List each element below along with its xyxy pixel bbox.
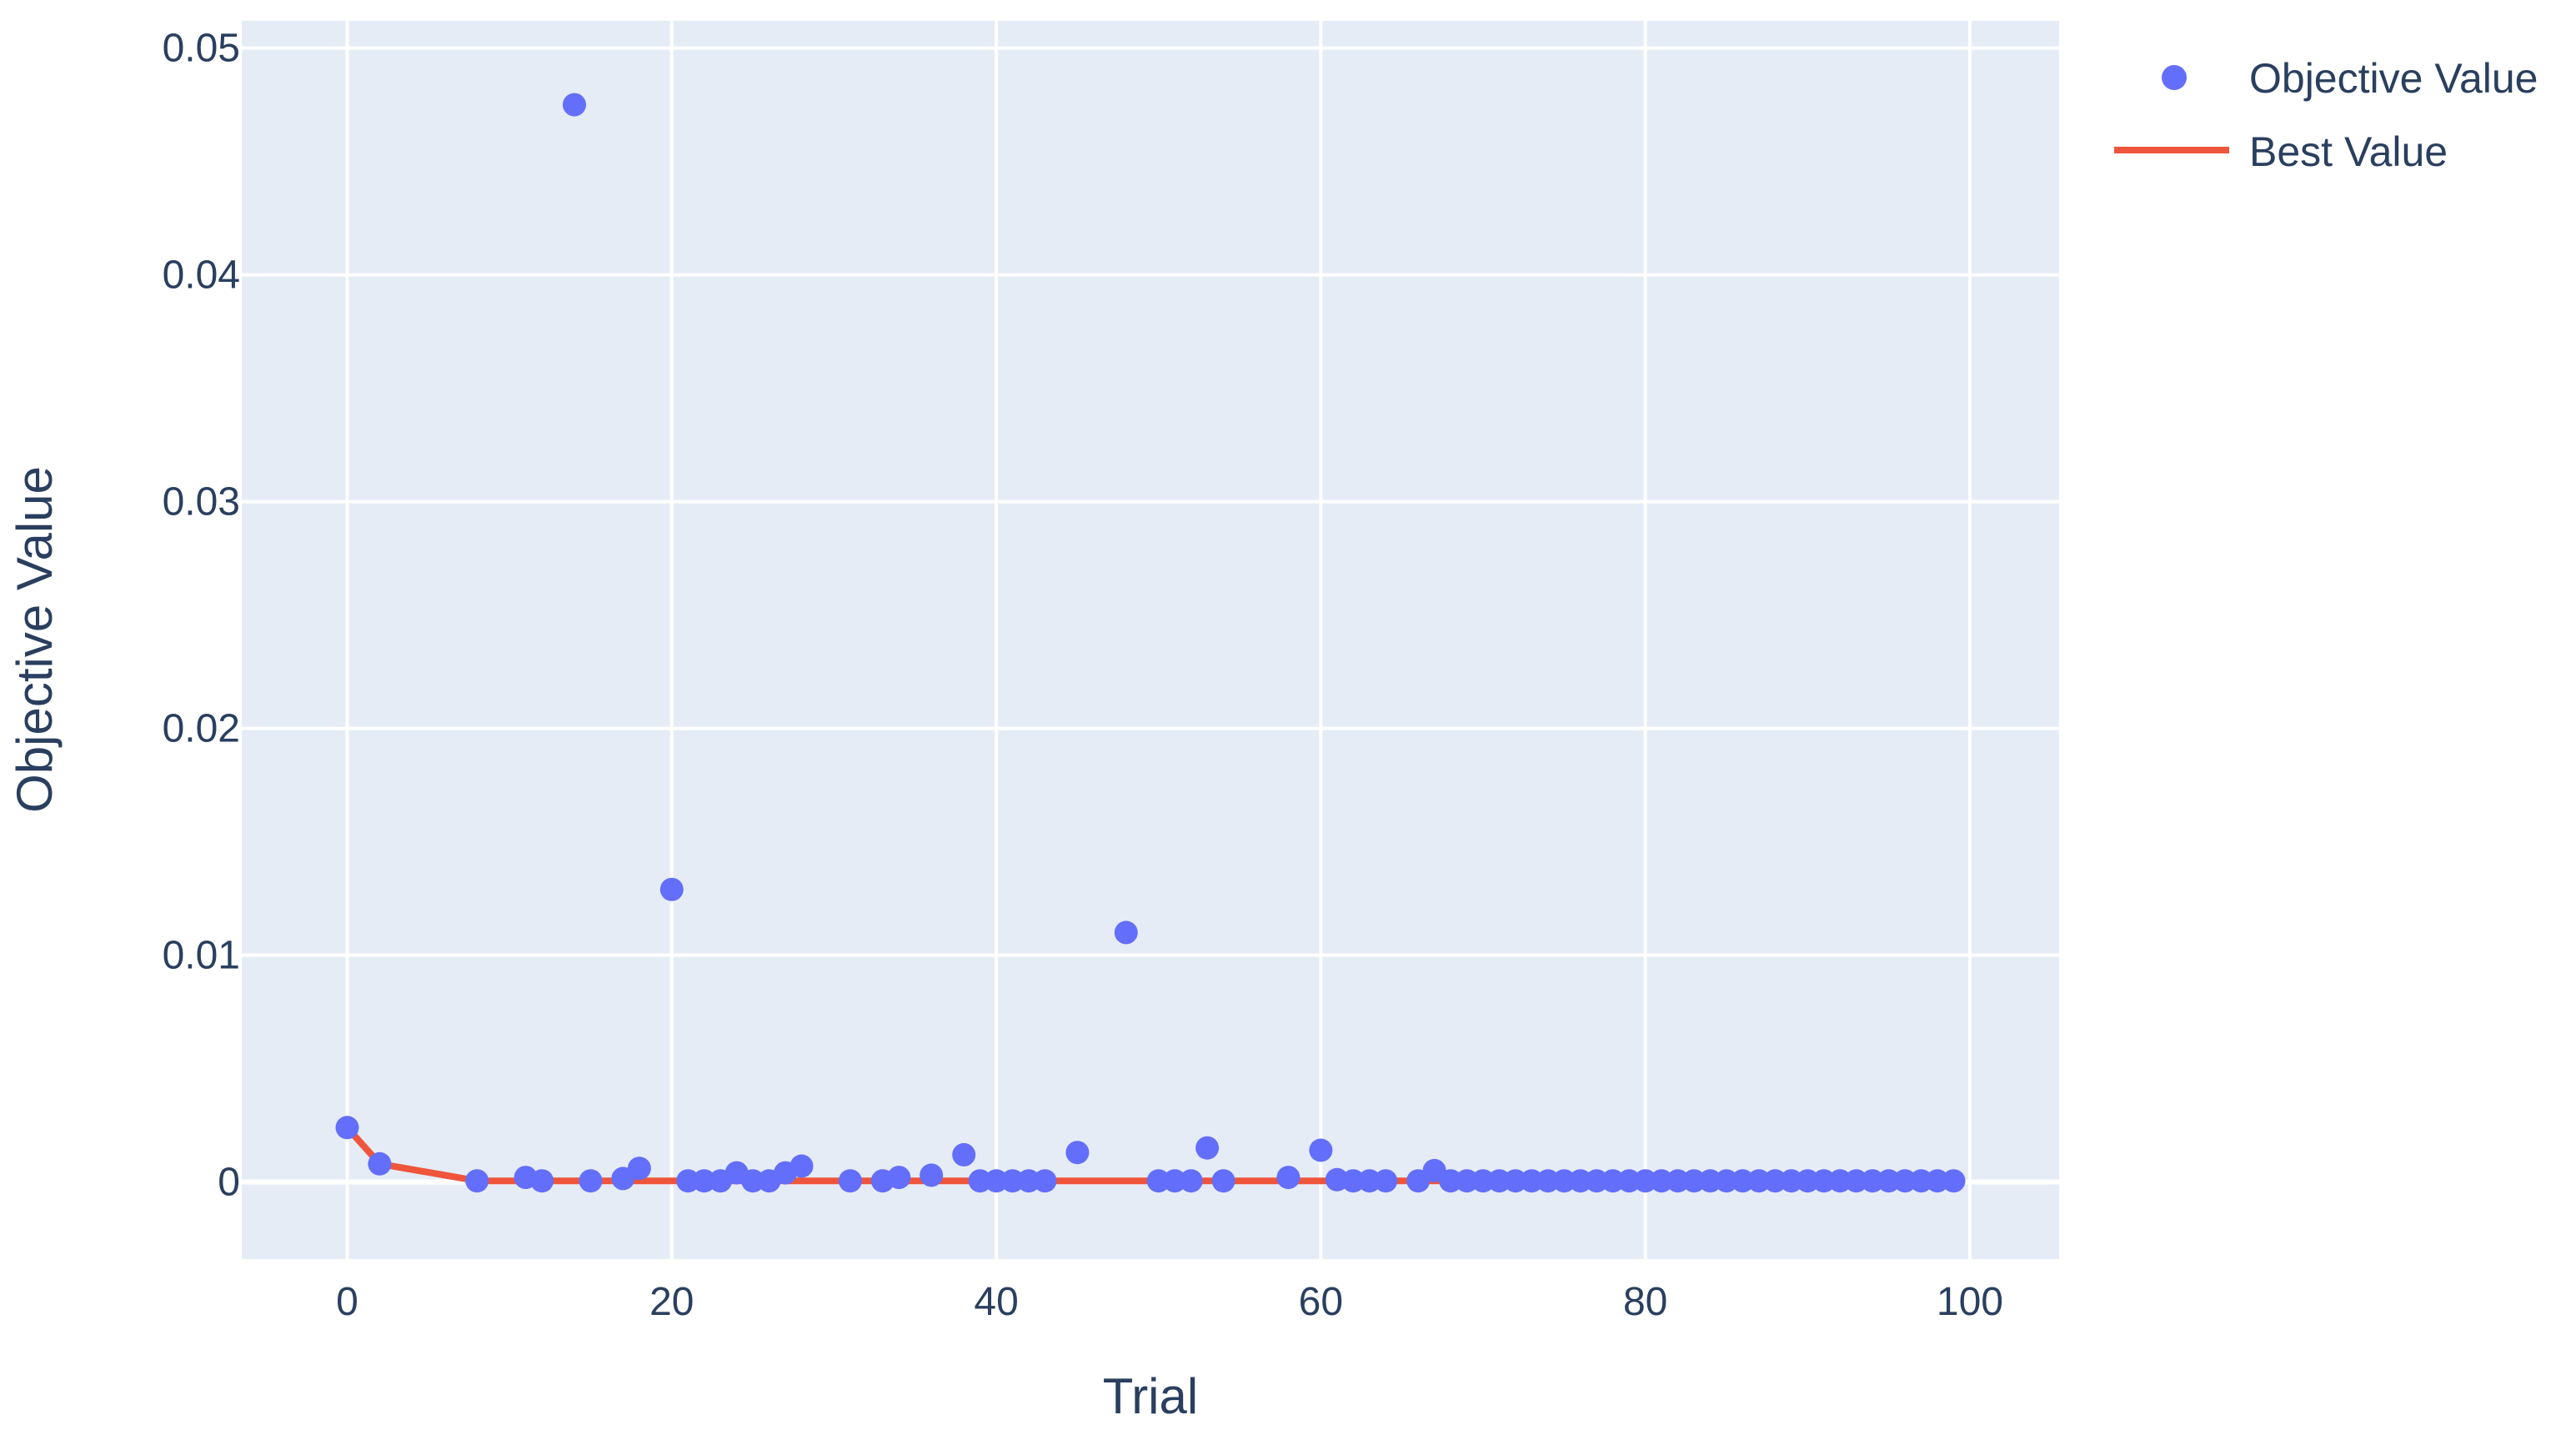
x-axis-ticks: 0 20 40 60 80 100 — [336, 1280, 2003, 1324]
objective-point[interactable] — [692, 1169, 716, 1193]
objective-point[interactable] — [465, 1169, 489, 1193]
objective-point[interactable] — [985, 1169, 1009, 1193]
objective-point[interactable] — [1471, 1169, 1495, 1193]
objective-point[interactable] — [1763, 1169, 1787, 1193]
x-tick-label: 0 — [336, 1280, 358, 1324]
objective-point[interactable] — [1747, 1169, 1771, 1193]
objective-point[interactable] — [368, 1152, 392, 1176]
objective-point[interactable] — [1341, 1169, 1366, 1193]
objective-point[interactable] — [659, 877, 684, 901]
objective-point[interactable] — [1487, 1169, 1511, 1193]
objective-point[interactable] — [1455, 1169, 1479, 1193]
legend-best-label: Best Value — [2249, 128, 2448, 175]
objective-point[interactable] — [1796, 1169, 1820, 1193]
objective-point[interactable] — [1893, 1169, 1917, 1193]
legend-objective-label: Objective Value — [2249, 55, 2538, 102]
objective-point[interactable] — [1033, 1169, 1057, 1193]
y-tick-label: 0.04 — [163, 253, 240, 298]
objective-point[interactable] — [887, 1166, 911, 1190]
objective-point[interactable] — [1650, 1169, 1674, 1193]
y-axis-title: Objective Value — [7, 466, 63, 813]
objective-point[interactable] — [579, 1169, 603, 1193]
objective-point[interactable] — [1633, 1169, 1657, 1193]
objective-point[interactable] — [952, 1142, 976, 1167]
objective-point[interactable] — [838, 1169, 862, 1193]
x-tick-label: 40 — [974, 1280, 1018, 1324]
objective-point[interactable] — [1503, 1169, 1527, 1193]
y-tick-label: 0.01 — [163, 934, 240, 978]
objective-point[interactable] — [530, 1169, 554, 1193]
x-tick-label: 100 — [1937, 1280, 2003, 1324]
x-axis-title: Trial — [1103, 1368, 1198, 1424]
objective-point[interactable] — [1942, 1169, 1966, 1193]
y-tick-label: 0.05 — [163, 27, 240, 71]
plot-background — [242, 21, 2059, 1259]
objective-point[interactable] — [1536, 1169, 1560, 1193]
objective-point[interactable] — [1666, 1169, 1690, 1193]
objective-point[interactable] — [968, 1169, 992, 1193]
objective-point[interactable] — [1017, 1169, 1040, 1193]
objective-value-series — [335, 93, 1966, 1193]
objective-point[interactable] — [563, 93, 586, 117]
objective-point[interactable] — [741, 1169, 765, 1193]
objective-point[interactable] — [1844, 1169, 1868, 1193]
objective-point[interactable] — [1861, 1169, 1885, 1193]
objective-point[interactable] — [1828, 1169, 1852, 1193]
y-tick-label: 0 — [218, 1161, 240, 1205]
objective-point[interactable] — [920, 1163, 944, 1187]
objective-point[interactable] — [1812, 1169, 1836, 1193]
objective-point[interactable] — [1276, 1166, 1301, 1190]
y-tick-label: 0.02 — [163, 707, 240, 751]
y-axis-ticks: 0 0.01 0.02 0.03 0.04 0.05 — [163, 27, 240, 1205]
objective-point[interactable] — [1568, 1169, 1592, 1193]
objective-point[interactable] — [1309, 1138, 1333, 1162]
objective-point[interactable] — [1211, 1169, 1235, 1193]
x-tick-label: 60 — [1299, 1280, 1343, 1324]
objective-point[interactable] — [1146, 1169, 1170, 1193]
objective-point[interactable] — [1179, 1169, 1203, 1193]
objective-point[interactable] — [1715, 1169, 1738, 1193]
objective-point[interactable] — [335, 1116, 359, 1140]
objective-point[interactable] — [1779, 1169, 1803, 1193]
objective-point[interactable] — [1585, 1169, 1609, 1193]
x-tick-label: 80 — [1623, 1280, 1667, 1324]
objective-point[interactable] — [1000, 1169, 1025, 1193]
objective-point[interactable] — [1926, 1169, 1949, 1193]
objective-point[interactable] — [627, 1157, 651, 1181]
objective-point[interactable] — [1357, 1169, 1381, 1193]
objective-point[interactable] — [1195, 1136, 1220, 1160]
objective-point[interactable] — [1114, 921, 1138, 945]
objective-point[interactable] — [1552, 1169, 1576, 1193]
objective-point[interactable] — [1439, 1169, 1463, 1193]
objective-point[interactable] — [1065, 1141, 1090, 1165]
objective-point[interactable] — [676, 1169, 700, 1193]
x-tick-label: 20 — [649, 1280, 694, 1324]
legend-objective-marker — [2162, 65, 2187, 90]
legend: Objective Value Best Value — [2114, 55, 2538, 175]
objective-point[interactable] — [1682, 1169, 1706, 1193]
objective-point[interactable] — [1617, 1169, 1641, 1193]
objective-point[interactable] — [1731, 1169, 1755, 1193]
objective-point[interactable] — [1374, 1169, 1398, 1193]
objective-point[interactable] — [1698, 1169, 1722, 1193]
objective-point[interactable] — [789, 1154, 814, 1178]
objective-point[interactable] — [1520, 1169, 1544, 1193]
objective-point[interactable] — [1601, 1169, 1625, 1193]
objective-point[interactable] — [1877, 1169, 1901, 1193]
objective-point[interactable] — [1909, 1169, 1933, 1193]
objective-point[interactable] — [1163, 1169, 1187, 1193]
y-tick-label: 0.03 — [163, 480, 240, 524]
